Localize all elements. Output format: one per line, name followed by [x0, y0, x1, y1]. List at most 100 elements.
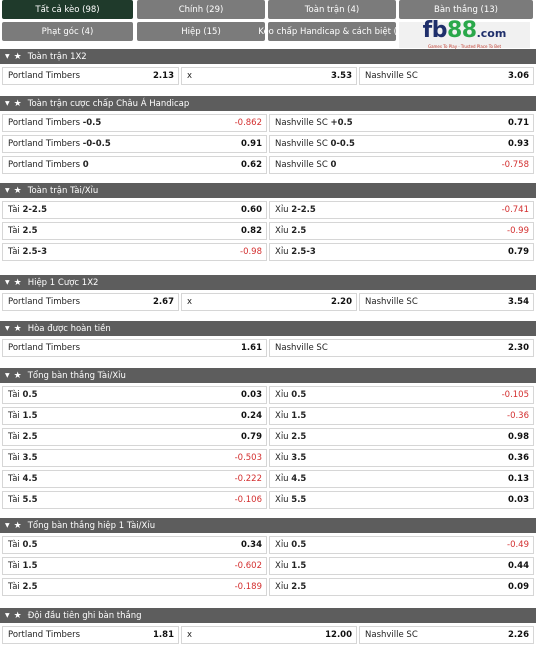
favorite-star-icon[interactable]: ★	[13, 185, 22, 196]
market-header[interactable]: ▼ ★ Tổng bàn thắng hiệp 1 Tài/Xỉu	[0, 518, 536, 533]
favorite-star-icon[interactable]: ★	[13, 323, 22, 334]
selection-label: x	[187, 630, 192, 640]
odds-value: 0.79	[508, 247, 529, 257]
market-header[interactable]: ▼ ★ Hiệp 1 Cược 1X2	[0, 275, 536, 290]
odds-cell[interactable]: Xỉu 0.5 -0.105	[269, 386, 534, 404]
odds-cell[interactable]: Tài 0.5 0.34	[2, 536, 267, 554]
tab-handicap-margin[interactable]: Kèo chấp Handicap & cách biệt (3)	[258, 22, 406, 41]
favorite-star-icon[interactable]: ★	[13, 370, 22, 381]
odds-cell[interactable]: Tài 1.5 0.24	[2, 407, 267, 425]
collapse-caret-icon[interactable]: ▼	[5, 53, 10, 60]
favorite-star-icon[interactable]: ★	[13, 51, 22, 62]
collapse-caret-icon[interactable]: ▼	[5, 187, 10, 194]
handicap-line: 4.5	[291, 474, 307, 484]
market-title: Hòa được hoàn tiền	[27, 323, 111, 334]
odds-cell[interactable]: Tài 0.5 0.03	[2, 386, 267, 404]
selection-label: x	[187, 71, 192, 81]
selection-label: Tài 4.5	[8, 474, 38, 484]
collapse-caret-icon[interactable]: ▼	[5, 612, 10, 619]
collapse-caret-icon[interactable]: ▼	[5, 522, 10, 529]
odds-cell[interactable]: Portland Timbers 1.81	[2, 626, 179, 644]
odds-cell[interactable]: Tài 2.5 -0.189	[2, 578, 267, 596]
odds-value: 1.81	[153, 630, 174, 640]
handicap-line: 0-0.5	[330, 139, 355, 149]
market-header[interactable]: ▼ ★ Toàn trận cược chấp Châu Á Handicap	[0, 96, 536, 111]
odds-cell[interactable]: Xỉu 1.5 -0.36	[269, 407, 534, 425]
collapse-caret-icon[interactable]: ▼	[5, 372, 10, 379]
tab-all-markets[interactable]: Tất cả kèo (98)	[2, 0, 133, 19]
favorite-star-icon[interactable]: ★	[13, 520, 22, 531]
selection-name: Tài	[8, 453, 20, 463]
market-header[interactable]: ▼ ★ Toàn trận 1X2	[0, 49, 536, 64]
market-header[interactable]: ▼ ★ Hòa được hoàn tiền	[0, 321, 536, 336]
tab-main[interactable]: Chính (29)	[137, 0, 265, 19]
favorite-star-icon[interactable]: ★	[13, 277, 22, 288]
selection-label: Xỉu 4.5	[275, 474, 306, 484]
odds-cell[interactable]: Tài 2.5-3 -0.98	[2, 243, 267, 261]
handicap-line: 1.5	[22, 561, 38, 571]
odds-value: 0.62	[241, 160, 262, 170]
tab-goals[interactable]: Bàn thắng (13)	[399, 0, 533, 19]
odds-cell[interactable]: Tài 2.5 0.82	[2, 222, 267, 240]
selection-label: Nashville SC 0-0.5	[275, 139, 355, 149]
odds-cell[interactable]: Xỉu 3.5 0.36	[269, 449, 534, 467]
odds-value: 3.06	[508, 71, 529, 81]
selection-name: Nashville SC	[275, 343, 328, 353]
odds-cell[interactable]: Portland Timbers -0-0.5 0.91	[2, 135, 267, 153]
odds-cell[interactable]: Xỉu 5.5 0.03	[269, 491, 534, 509]
odds-cell[interactable]: Tài 2-2.5 0.60	[2, 201, 267, 219]
odds-value: 2.30	[508, 343, 529, 353]
odds-cell[interactable]: Xỉu 2.5 0.09	[269, 578, 534, 596]
selection-name: Xỉu	[275, 226, 289, 236]
collapse-caret-icon[interactable]: ▼	[5, 279, 10, 286]
odds-cell[interactable]: Nashville SC +0.5 0.71	[269, 114, 534, 132]
collapse-caret-icon[interactable]: ▼	[5, 100, 10, 107]
odds-value: 2.26	[508, 630, 529, 640]
odds-cell[interactable]: Xỉu 2.5-3 0.79	[269, 243, 534, 261]
fb88-logo: fb88.com Games To Play · Trusted Place T…	[399, 20, 530, 49]
odds-cell[interactable]: Portland Timbers 1.61	[2, 339, 267, 357]
odds-value: 0.93	[508, 139, 529, 149]
odds-cell[interactable]: Nashville SC 2.26	[359, 626, 534, 644]
odds-cell[interactable]: Nashville SC 0-0.5 0.93	[269, 135, 534, 153]
favorite-star-icon[interactable]: ★	[13, 98, 22, 109]
odds-cell[interactable]: Xỉu 2-2.5 -0.741	[269, 201, 534, 219]
odds-cell[interactable]: x 12.00	[181, 626, 357, 644]
odds-cell[interactable]: x 2.20	[181, 293, 357, 311]
odds-cell[interactable]: Tài 1.5 -0.602	[2, 557, 267, 575]
selection-label: Nashville SC	[365, 297, 418, 307]
tab-halves[interactable]: Hiệp (15)	[137, 22, 265, 41]
handicap-line: 0.5	[22, 390, 38, 400]
odds-cell[interactable]: Xỉu 0.5 -0.49	[269, 536, 534, 554]
odds-cell[interactable]: Tài 3.5 -0.503	[2, 449, 267, 467]
odds-cell[interactable]: Xỉu 4.5 0.13	[269, 470, 534, 488]
market-title: Đội đầu tiên ghi bàn thắng	[27, 610, 142, 621]
odds-cell[interactable]: Nashville SC 3.06	[359, 67, 534, 85]
odds-value: -0.862	[234, 118, 262, 128]
market-header[interactable]: ▼ ★ Toàn trận Tài/Xỉu	[0, 183, 536, 198]
odds-cell[interactable]: Nashville SC 3.54	[359, 293, 534, 311]
tab-corners[interactable]: Phạt góc (4)	[2, 22, 133, 41]
odds-cell[interactable]: x 3.53	[181, 67, 357, 85]
odds-cell[interactable]: Xỉu 2.5 0.98	[269, 428, 534, 446]
collapse-caret-icon[interactable]: ▼	[5, 325, 10, 332]
odds-cell[interactable]: Tài 4.5 -0.222	[2, 470, 267, 488]
market-header[interactable]: ▼ ★ Đội đầu tiên ghi bàn thắng	[0, 608, 536, 623]
odds-cell[interactable]: Portland Timbers -0.5 -0.862	[2, 114, 267, 132]
odds-cell[interactable]: Xỉu 1.5 0.44	[269, 557, 534, 575]
odds-cell[interactable]: Tài 5.5 -0.106	[2, 491, 267, 509]
odds-cell[interactable]: Tài 2.5 0.79	[2, 428, 267, 446]
odds-cell[interactable]: Portland Timbers 2.13	[2, 67, 179, 85]
odds-cell[interactable]: Xỉu 2.5 -0.99	[269, 222, 534, 240]
tab-full-match[interactable]: Toàn trận (4)	[268, 0, 396, 19]
market-header[interactable]: ▼ ★ Tổng bàn thắng Tài/Xỉu	[0, 368, 536, 383]
selection-name: Xỉu	[275, 495, 289, 505]
odds-cell[interactable]: Nashville SC 0 -0.758	[269, 156, 534, 174]
odds-cell[interactable]: Portland Timbers 2.67	[2, 293, 179, 311]
odds-cell[interactable]: Portland Timbers 0 0.62	[2, 156, 267, 174]
selection-label: Tài 2.5	[8, 582, 38, 592]
favorite-star-icon[interactable]: ★	[13, 610, 22, 621]
odds-cell[interactable]: Nashville SC 2.30	[269, 339, 534, 357]
handicap-line: 0	[82, 160, 89, 170]
odds-value: -0.189	[234, 582, 262, 592]
